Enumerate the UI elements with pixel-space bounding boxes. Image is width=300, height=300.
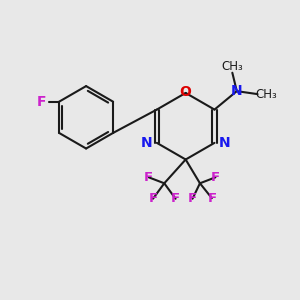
Text: N: N: [141, 136, 153, 150]
Text: F: F: [188, 192, 197, 205]
Text: CH₃: CH₃: [221, 60, 243, 73]
Text: F: F: [211, 171, 220, 184]
Text: CH₃: CH₃: [256, 88, 278, 100]
Text: F: F: [144, 171, 153, 184]
Text: O: O: [180, 85, 192, 99]
Text: F: F: [207, 192, 216, 205]
Text: F: F: [171, 192, 180, 205]
Text: N: N: [231, 84, 243, 98]
Text: N: N: [219, 136, 230, 150]
Text: F: F: [37, 95, 46, 109]
Text: F: F: [148, 192, 158, 205]
